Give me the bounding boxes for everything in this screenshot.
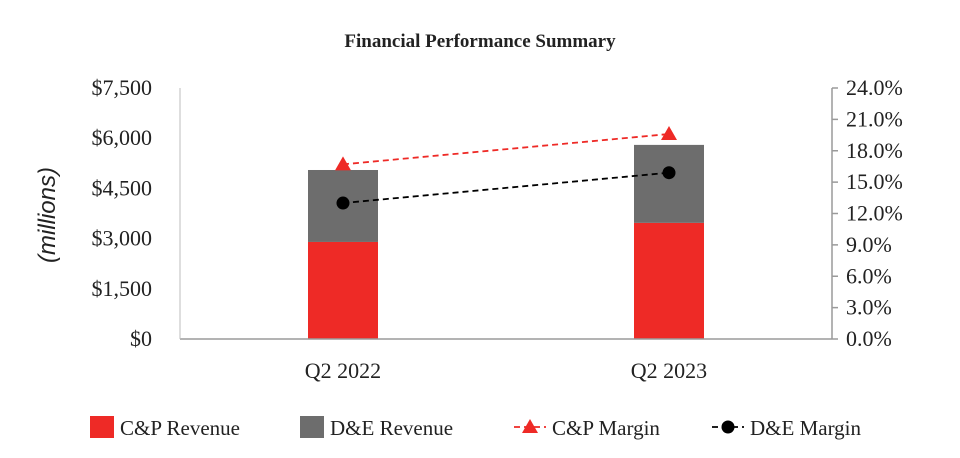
y2-tick-label: 18.0% <box>846 138 903 163</box>
line-dande-margin <box>342 171 670 204</box>
bar-candp-revenue-q2-2022 <box>308 241 378 339</box>
legend-item-candp-revenue: C&P Revenue <box>90 416 240 440</box>
legend-item-dande-margin: D&E Margin <box>712 416 862 440</box>
chart-title: Financial Performance Summary <box>344 31 616 52</box>
legend-marker <box>721 420 735 434</box>
bar-dande-revenue-q2-2023 <box>634 144 704 223</box>
y2-tick-label: 21.0% <box>846 106 903 131</box>
y-tick-label: $4,500 <box>92 175 153 200</box>
y2-tick-label: 9.0% <box>846 232 892 257</box>
y2-tick-label: 12.0% <box>846 201 903 226</box>
point-dande-margin-q2-2022 <box>336 196 350 210</box>
legend-label: D&E Margin <box>750 416 862 440</box>
bar-candp-revenue-q2-2023 <box>634 222 704 339</box>
x-tick-label: Q2 2023 <box>631 358 707 383</box>
legend-item-dande-revenue: D&E Revenue <box>300 416 453 440</box>
y-tick-label: $0 <box>130 326 152 351</box>
legend-item-candp-margin: C&P Margin <box>514 416 660 440</box>
y2-tick-label: 0.0% <box>846 326 892 351</box>
point-dande-margin-q2-2023 <box>662 166 676 180</box>
y-tick-label: $3,000 <box>92 226 153 251</box>
point-candp-margin-q2-2022 <box>335 156 351 171</box>
y2-tick-label: 3.0% <box>846 295 892 320</box>
legend-label: D&E Revenue <box>330 416 453 440</box>
y-axis-label: (millions) <box>34 167 61 263</box>
point-candp-margin-q2-2023 <box>661 126 677 141</box>
legend-label: C&P Revenue <box>120 416 240 440</box>
y-tick-label: $7,500 <box>92 75 153 100</box>
line-candp-margin <box>342 133 670 166</box>
legend-swatch <box>300 416 324 438</box>
legend-swatch <box>90 416 114 438</box>
y-tick-label: $6,000 <box>92 125 153 150</box>
legend-label: C&P Margin <box>552 416 660 440</box>
y2-tick-label: 24.0% <box>846 75 903 100</box>
y-tick-label: $1,500 <box>92 276 153 301</box>
y2-tick-label: 6.0% <box>846 263 892 288</box>
legend-marker <box>522 419 538 433</box>
y2-tick-label: 15.0% <box>846 169 903 194</box>
x-tick-label: Q2 2022 <box>305 358 381 383</box>
